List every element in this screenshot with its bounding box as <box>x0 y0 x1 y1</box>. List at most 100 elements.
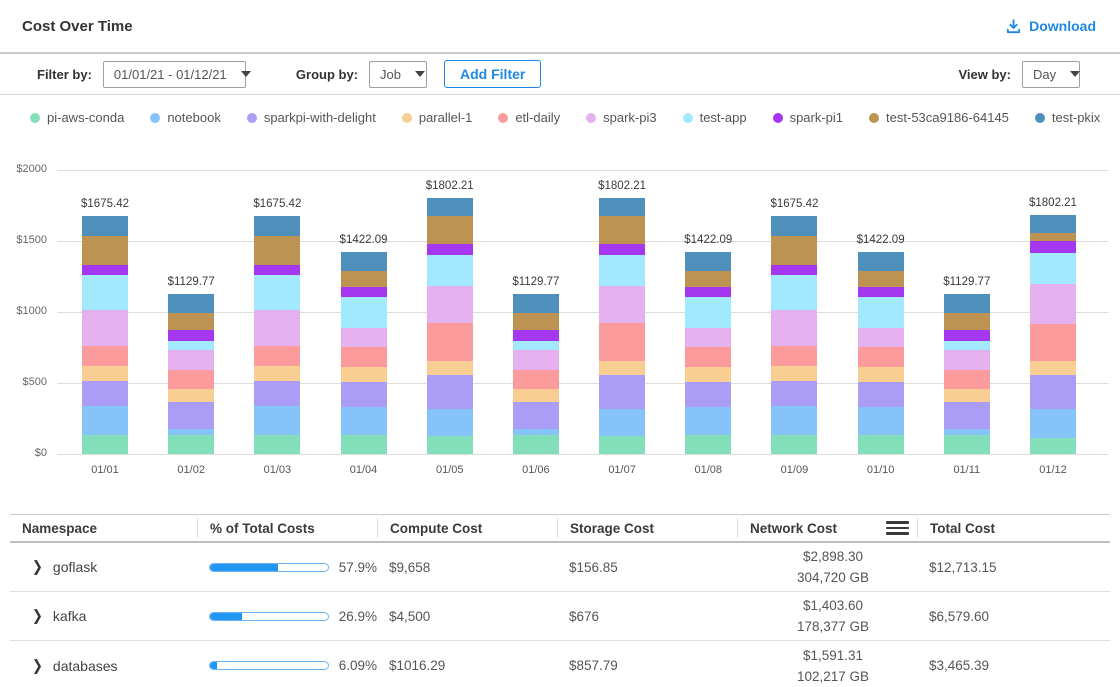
expand-chevron-icon[interactable]: ❯ <box>32 606 43 625</box>
bar-segment-test-53ca9186-64145[interactable] <box>82 236 128 265</box>
bar-segment-test-53ca9186-64145[interactable] <box>1029 232 1076 242</box>
bar-segment-parallel-1[interactable] <box>599 361 646 376</box>
bar-segment-spark-pi3[interactable] <box>340 328 387 347</box>
bar-segment-spark-pi3[interactable] <box>857 328 904 347</box>
legend-item-test-app[interactable]: test-app <box>682 110 747 125</box>
bar-segment-spark-pi3[interactable] <box>685 328 732 347</box>
bar-segment-sparkpi-with-delight[interactable] <box>943 402 990 429</box>
bar-segment-etl-daily[interactable] <box>599 323 646 362</box>
bar-segment-pi-aws-conda[interactable] <box>857 435 904 454</box>
bar-segment-parallel-1[interactable] <box>1029 361 1076 375</box>
bar-segment-notebook[interactable] <box>168 428 215 435</box>
bar-segment-notebook[interactable] <box>426 408 473 436</box>
bar-segment-etl-daily[interactable] <box>426 323 473 362</box>
bar-segment-spark-pi3[interactable] <box>1029 284 1076 325</box>
bar-segment-spark-pi1[interactable] <box>82 264 128 275</box>
bar-segment-notebook[interactable] <box>512 428 559 435</box>
bar-segment-sparkpi-with-delight[interactable] <box>254 380 301 406</box>
bar-segment-test-53ca9186-64145[interactable] <box>599 216 646 245</box>
bar-segment-sparkpi-with-delight[interactable] <box>1029 374 1076 409</box>
bar-segment-spark-pi1[interactable] <box>771 264 818 275</box>
bar-segment-test-app[interactable] <box>512 340 559 350</box>
bar-01-10[interactable] <box>857 252 904 454</box>
bar-segment-test-53ca9186-64145[interactable] <box>685 270 732 287</box>
bar-01-02[interactable] <box>168 293 215 454</box>
bar-segment-pi-aws-conda[interactable] <box>685 435 732 454</box>
bar-segment-etl-daily[interactable] <box>82 346 128 367</box>
bar-segment-test-app[interactable] <box>685 297 732 329</box>
bar-segment-test-app[interactable] <box>857 297 904 329</box>
bar-segment-test-app[interactable] <box>1029 253 1076 285</box>
bar-segment-spark-pi1[interactable] <box>254 264 301 275</box>
bar-segment-test-pkix[interactable] <box>943 293 990 313</box>
bar-segment-sparkpi-with-delight[interactable] <box>426 375 473 409</box>
expand-chevron-icon[interactable]: ❯ <box>32 656 43 674</box>
bar-segment-etl-daily[interactable] <box>168 369 215 390</box>
table-row-databases[interactable]: ❯ databases 6.09% $1016.29 $857.79 $1,591.31 1… <box>10 641 1110 687</box>
bar-segment-test-app[interactable] <box>168 340 215 350</box>
bar-segment-parallel-1[interactable] <box>771 366 818 381</box>
bar-segment-spark-pi1[interactable] <box>943 330 990 341</box>
bar-segment-test-pkix[interactable] <box>857 252 904 271</box>
bar-segment-test-pkix[interactable] <box>1029 215 1076 233</box>
bar-segment-test-pkix[interactable] <box>426 198 473 217</box>
bar-segment-spark-pi1[interactable] <box>426 244 473 255</box>
bar-segment-spark-pi3[interactable] <box>82 310 128 347</box>
bar-segment-spark-pi3[interactable] <box>426 285 473 324</box>
bar-segment-pi-aws-conda[interactable] <box>254 435 301 454</box>
bar-segment-test-53ca9186-64145[interactable] <box>512 312 559 331</box>
bar-segment-test-53ca9186-64145[interactable] <box>426 216 473 245</box>
legend-item-etl-daily[interactable]: etl-daily <box>498 110 560 125</box>
bar-segment-parallel-1[interactable] <box>82 366 128 381</box>
legend-item-notebook[interactable]: notebook <box>150 110 221 125</box>
bar-segment-test-53ca9186-64145[interactable] <box>857 270 904 287</box>
legend-item-test-pkix[interactable]: test-pkix <box>1034 110 1100 125</box>
bar-segment-spark-pi3[interactable] <box>771 310 818 347</box>
bar-segment-test-pkix[interactable] <box>82 216 128 237</box>
bar-segment-test-app[interactable] <box>426 254 473 286</box>
bar-segment-test-pkix[interactable] <box>771 216 818 237</box>
download-button[interactable]: Download <box>1005 18 1096 35</box>
bar-segment-sparkpi-with-delight[interactable] <box>771 380 818 406</box>
legend-item-pi-aws-conda[interactable]: pi-aws-conda <box>30 110 124 125</box>
bar-01-03[interactable] <box>254 216 301 454</box>
bar-segment-test-app[interactable] <box>254 274 301 311</box>
bar-segment-pi-aws-conda[interactable] <box>771 435 818 454</box>
group-by-select[interactable]: Job <box>369 60 428 88</box>
bar-segment-pi-aws-conda[interactable] <box>1029 438 1076 454</box>
bar-segment-test-pkix[interactable] <box>512 293 559 313</box>
bar-01-08[interactable] <box>685 252 732 454</box>
bar-segment-notebook[interactable] <box>771 405 818 436</box>
bar-segment-test-53ca9186-64145[interactable] <box>771 236 818 265</box>
bar-segment-spark-pi1[interactable] <box>857 286 904 297</box>
bar-segment-pi-aws-conda[interactable] <box>168 434 215 454</box>
bar-segment-spark-pi1[interactable] <box>685 286 732 297</box>
bar-segment-parallel-1[interactable] <box>685 367 732 382</box>
bar-segment-pi-aws-conda[interactable] <box>340 435 387 454</box>
bar-01-01[interactable] <box>82 216 128 454</box>
bar-segment-pi-aws-conda[interactable] <box>599 435 646 454</box>
bar-segment-spark-pi3[interactable] <box>254 310 301 347</box>
bar-segment-test-53ca9186-64145[interactable] <box>943 312 990 331</box>
bar-segment-spark-pi1[interactable] <box>512 330 559 341</box>
bar-segment-test-app[interactable] <box>340 297 387 329</box>
bar-segment-test-app[interactable] <box>943 340 990 350</box>
bar-segment-spark-pi1[interactable] <box>1029 241 1076 254</box>
bar-segment-spark-pi3[interactable] <box>943 349 990 370</box>
bar-segment-test-pkix[interactable] <box>685 252 732 271</box>
bar-segment-sparkpi-with-delight[interactable] <box>82 380 128 406</box>
bar-segment-etl-daily[interactable] <box>340 346 387 368</box>
bar-segment-spark-pi3[interactable] <box>512 349 559 370</box>
bar-segment-etl-daily[interactable] <box>857 346 904 368</box>
expand-chevron-icon[interactable]: ❯ <box>32 557 43 576</box>
bar-segment-pi-aws-conda[interactable] <box>82 435 128 454</box>
bar-segment-notebook[interactable] <box>857 406 904 436</box>
bar-segment-spark-pi3[interactable] <box>168 349 215 370</box>
bar-segment-pi-aws-conda[interactable] <box>943 434 990 454</box>
bar-segment-etl-daily[interactable] <box>771 346 818 367</box>
bar-segment-parallel-1[interactable] <box>426 361 473 376</box>
legend-item-spark-pi1[interactable]: spark-pi1 <box>772 110 843 125</box>
bar-segment-notebook[interactable] <box>599 408 646 436</box>
legend-item-parallel-1[interactable]: parallel-1 <box>401 110 472 125</box>
bar-segment-sparkpi-with-delight[interactable] <box>512 402 559 429</box>
